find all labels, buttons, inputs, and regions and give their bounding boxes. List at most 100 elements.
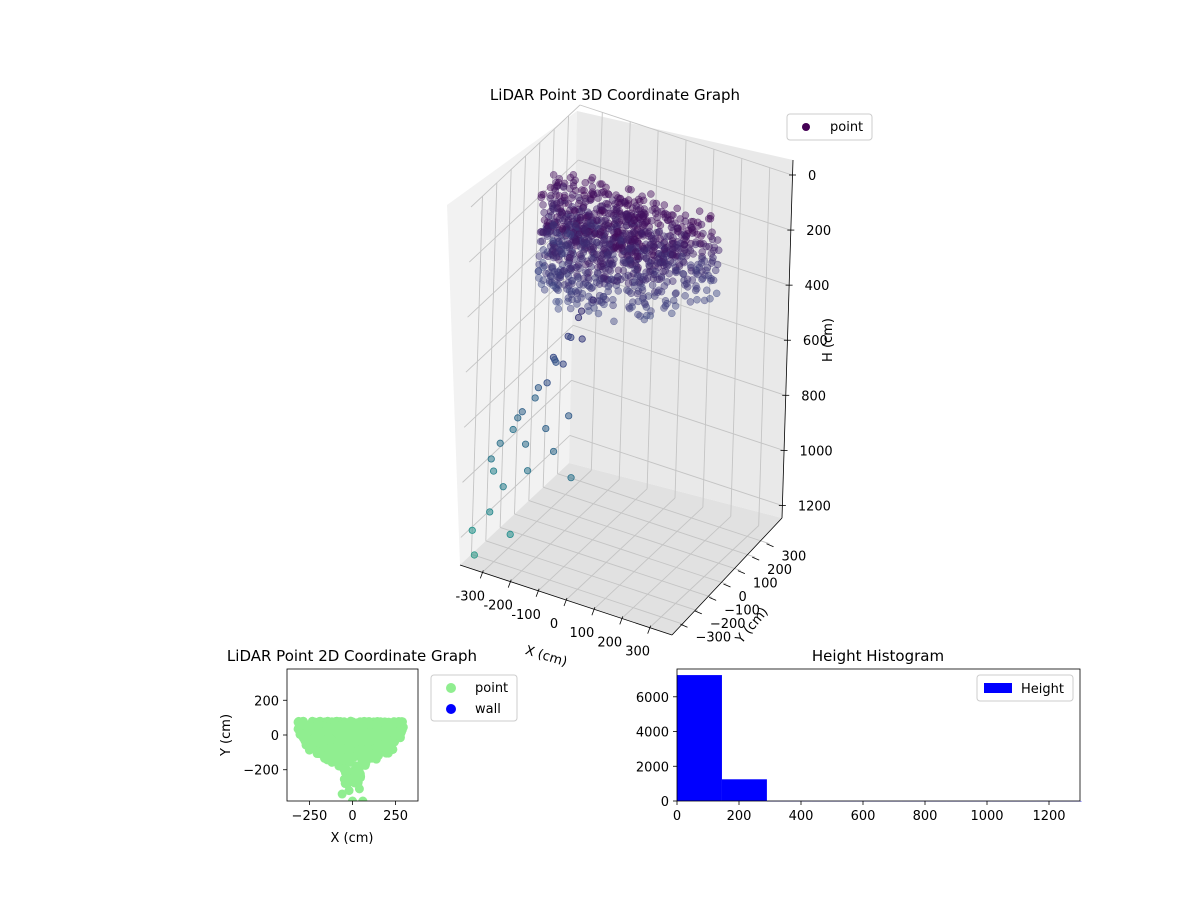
x-tick-3d <box>479 570 484 579</box>
point-3d-cluster <box>568 202 576 211</box>
point-3d-cluster <box>671 219 679 227</box>
point-3d-cluster <box>605 259 614 268</box>
point-2d <box>342 754 352 764</box>
point-3d-cluster <box>625 287 633 295</box>
point-3d-cluster <box>566 184 574 193</box>
x-tick-label-3d: 100 <box>569 626 594 641</box>
point-3d-cluster <box>686 298 695 306</box>
point-3d-cluster <box>574 274 583 282</box>
legend-hist-swatch <box>984 683 1012 693</box>
point-3d-cluster <box>640 315 649 324</box>
point-3d-cluster <box>709 276 718 284</box>
point-3d-cluster <box>613 205 621 214</box>
point-3d-cluster <box>689 250 697 258</box>
point-3d-cluster <box>571 221 580 230</box>
point-3d-cluster <box>651 235 660 243</box>
point-3d-cluster <box>641 300 649 309</box>
point-3d-cluster <box>588 173 597 182</box>
x-tick-label-3d: -300 <box>456 589 486 604</box>
point-3d-cluster <box>555 192 564 200</box>
point-3d-cluster <box>645 262 654 271</box>
point-3d-cluster <box>581 279 590 287</box>
y-tick-label-3d: 100 <box>753 577 778 592</box>
grid-z-back <box>574 269 788 341</box>
chart-2d-scatter: −250 0 250 200 0 −200 LiDAR Point 2D Coordina… <box>219 647 518 846</box>
y-tick-3d <box>680 623 688 628</box>
point-3d-cluster <box>688 226 697 234</box>
point-3d-cluster <box>575 199 583 208</box>
grid-y-floor <box>485 540 698 612</box>
point-3d-cluster <box>681 281 689 289</box>
legend-3d-label: point <box>830 120 863 135</box>
grid-y-left <box>514 155 526 515</box>
point-3d-cluster <box>624 279 633 288</box>
point-2d <box>332 757 342 767</box>
point-3d-cluster <box>624 185 633 193</box>
point-3d-cluster <box>547 211 556 220</box>
point-3d-cluster <box>614 287 623 295</box>
point-3d-cluster <box>609 301 617 310</box>
point-3d-cluster <box>571 206 579 215</box>
point-3d-cluster <box>580 239 589 248</box>
point-3d-cluster <box>651 243 659 251</box>
point-3d-cluster <box>612 281 621 289</box>
grid-y-left <box>485 182 498 541</box>
point-3d-cluster <box>687 263 695 272</box>
point-3d-cluster <box>692 238 700 246</box>
point-3d-cluster <box>552 270 560 279</box>
point-3d-cluster <box>539 228 548 236</box>
point-3d <box>567 333 575 342</box>
point-3d-cluster <box>540 216 549 224</box>
point-3d-cluster <box>702 242 710 251</box>
point-3d-cluster <box>600 273 608 281</box>
point-3d-cluster <box>613 222 622 231</box>
point-3d-cluster <box>607 275 616 284</box>
point-3d-cluster <box>668 309 676 318</box>
point-2d <box>339 732 349 742</box>
point-3d-cluster <box>566 173 575 182</box>
point-2d <box>379 739 389 749</box>
point-3d-cluster <box>539 263 547 271</box>
point-3d-cluster <box>593 221 601 230</box>
point-3d-cluster <box>691 240 700 249</box>
point-3d-cluster <box>708 257 717 265</box>
point-3d-cluster <box>660 282 669 290</box>
point-3d-cluster <box>635 279 643 287</box>
point-2d <box>348 796 357 801</box>
point-3d-cluster <box>610 317 618 326</box>
point-3d-cluster <box>600 300 608 309</box>
point-2d <box>353 746 363 756</box>
point-3d-cluster <box>610 205 618 214</box>
point-3d-cluster <box>680 241 688 249</box>
point-3d-cluster <box>640 272 648 281</box>
point-3d-cluster <box>700 296 709 305</box>
grid-z-left <box>469 159 579 263</box>
point-3d-cluster <box>684 283 692 291</box>
y-tick-label-3d: −100 <box>724 603 760 618</box>
point-3d <box>543 379 551 387</box>
point-3d-cluster <box>549 221 557 230</box>
point-3d-cluster <box>626 260 635 268</box>
chart-3d-scatter: -300-200-1000100200300−300−200−100010020… <box>447 86 873 670</box>
legend-hist-frame <box>976 674 1074 702</box>
y-tick-3d <box>766 543 774 548</box>
point-3d-cluster <box>653 213 661 222</box>
point-3d-cluster <box>679 270 688 278</box>
point-3d-cluster <box>612 191 620 199</box>
x-tick-3d <box>647 625 652 634</box>
point-3d-cluster <box>680 276 688 285</box>
point-3d-cluster <box>567 265 576 273</box>
point-3d-cluster <box>623 211 631 219</box>
point-3d-cluster <box>534 267 543 275</box>
point-3d-cluster <box>644 229 652 238</box>
point-3d-cluster <box>571 186 580 195</box>
y-axis-label-2d: Y (cm) <box>219 714 234 757</box>
point-3d-cluster <box>653 259 662 267</box>
point-3d-cluster <box>659 210 668 219</box>
x-tick-label-hist: 400 <box>789 809 814 824</box>
point-3d-cluster <box>631 248 640 256</box>
point-3d-cluster <box>539 246 548 254</box>
legend-2d-label-wall: wall <box>475 702 501 717</box>
point-3d <box>542 424 550 433</box>
point-3d-cluster <box>566 254 574 262</box>
